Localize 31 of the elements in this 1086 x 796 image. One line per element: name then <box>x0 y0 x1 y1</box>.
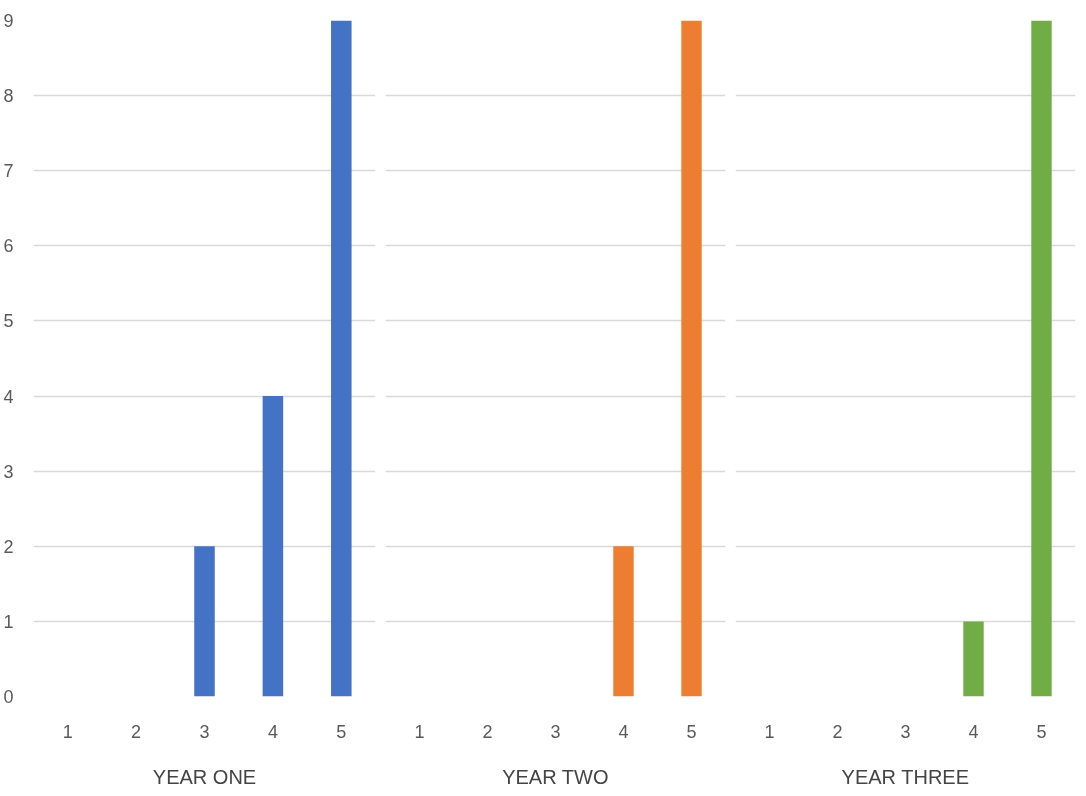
y-tick-label: 9 <box>3 11 14 31</box>
x-axis-title: YEAR ONE <box>152 765 257 788</box>
y-tick-label: 1 <box>3 611 14 632</box>
x-tick-label: 1 <box>764 721 775 742</box>
x-tick-label: 5 <box>336 721 347 742</box>
x-tick-label: 3 <box>550 721 561 742</box>
bar <box>262 396 284 697</box>
x-tick-label: 2 <box>482 721 493 742</box>
x-tick-label: 4 <box>267 721 278 742</box>
y-tick-label: 3 <box>3 461 14 482</box>
x-tick-label: 1 <box>414 721 425 742</box>
y-tick-label: 6 <box>3 236 14 257</box>
x-axis-title: YEAR TWO <box>502 765 609 788</box>
x-tick-label: 3 <box>199 721 210 742</box>
y-tick-label: 0 <box>3 687 14 707</box>
x-tick-label: 5 <box>1036 721 1047 742</box>
y-tick-label: 8 <box>3 86 14 107</box>
x-tick-label: 2 <box>832 721 843 742</box>
x-tick-label: 1 <box>62 721 73 742</box>
y-tick-label: 4 <box>3 386 14 407</box>
x-axis-title: YEAR THREE <box>841 765 970 788</box>
bar <box>331 20 352 697</box>
y-tick-label: 7 <box>3 161 14 182</box>
y-tick-label: 2 <box>3 536 14 557</box>
x-tick-label: 2 <box>131 721 142 742</box>
x-tick-label: 4 <box>618 721 629 742</box>
x-tick-label: 3 <box>900 721 911 742</box>
x-tick-label: 4 <box>968 721 979 742</box>
x-tick-label: 5 <box>686 721 697 742</box>
bar <box>194 546 215 697</box>
y-tick-label: 5 <box>3 311 14 332</box>
